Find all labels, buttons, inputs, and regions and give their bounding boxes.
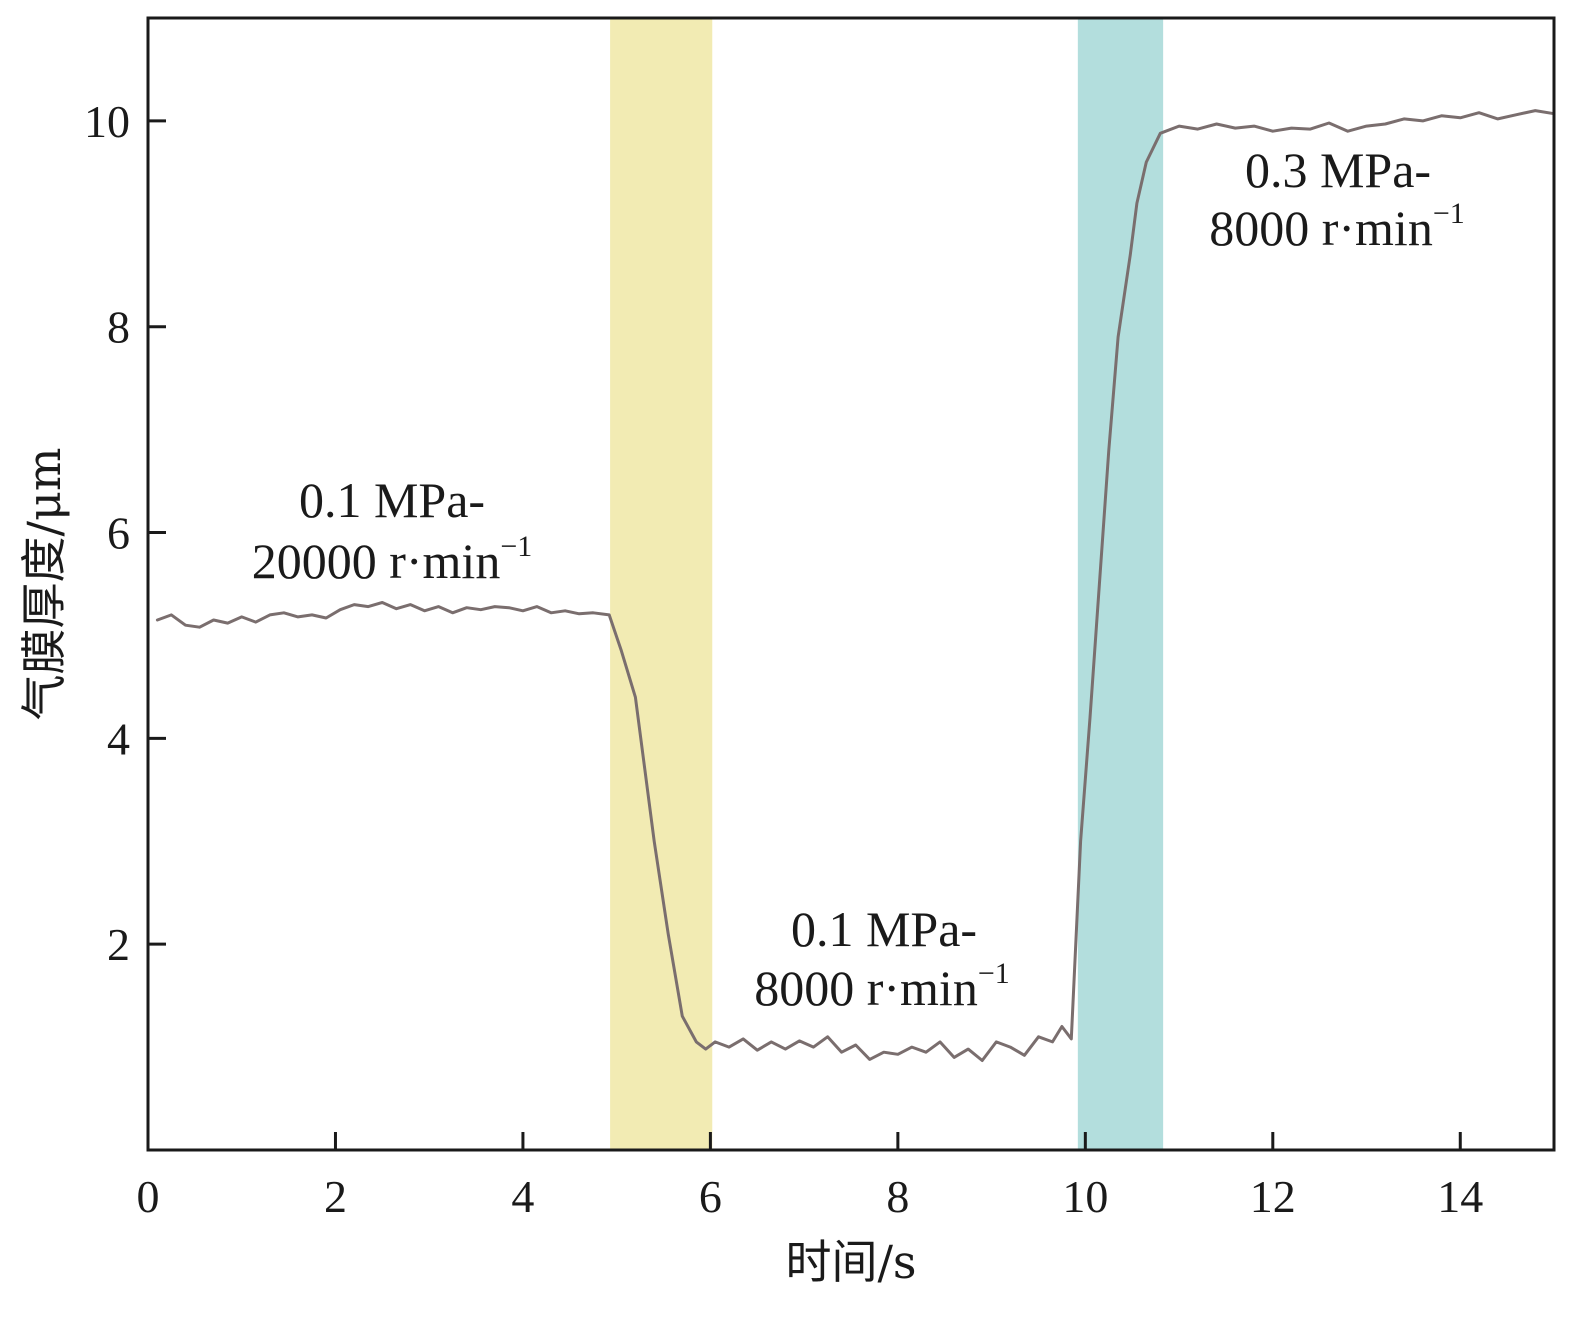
plot-frame	[146, 16, 1556, 1152]
annotation-2-line2-main: 8000 r·min	[754, 960, 978, 1016]
y-tick-label: 10	[84, 96, 130, 147]
annotation-1-line1: 0.1 MPa-	[299, 472, 485, 528]
x-tick-label: 10	[1062, 1171, 1108, 1222]
x-tick-label: 6	[699, 1171, 722, 1222]
y-axis: 2 4 6 8 10	[84, 96, 166, 970]
annotation-1: 0.1 MPa- 20000 r·min−1	[252, 472, 533, 589]
annotation-2-line2-sup: −1	[978, 957, 1010, 990]
annotation-3-line2-sup: −1	[1433, 197, 1465, 230]
y-tick-label: 8	[107, 302, 130, 353]
band-transition-1	[610, 18, 713, 1150]
y-axis-title: 气膜厚度/μm	[17, 447, 71, 720]
annotation-1-line2-sup: −1	[500, 530, 532, 563]
annotation-3: 0.3 MPa- 8000 r·min−1	[1209, 142, 1465, 256]
annotation-1-line2-main: 20000 r·min	[252, 533, 501, 589]
annotation-1-line2: 20000 r·min−1	[252, 530, 533, 589]
x-tick-label: 8	[886, 1171, 909, 1222]
annotation-3-line1: 0.3 MPa-	[1245, 142, 1431, 198]
y-tick-label: 6	[107, 508, 130, 559]
x-tick-label: 2	[324, 1171, 347, 1222]
x-tick-label: 14	[1437, 1171, 1483, 1222]
y-tick-label: 4	[107, 713, 130, 764]
x-tick-label: 0	[137, 1171, 160, 1222]
x-axis-title: 时间/s	[785, 1235, 916, 1289]
x-tick-label: 12	[1250, 1171, 1296, 1222]
annotation-3-line2-main: 8000 r·min	[1209, 200, 1433, 256]
highlight-bands	[610, 18, 1164, 1150]
series-line-0	[155, 109, 1556, 1062]
annotation-2: 0.1 MPa- 8000 r·min−1	[754, 901, 1010, 1016]
band-transition-2	[1077, 18, 1164, 1150]
annotation-2-line1: 0.1 MPa-	[791, 901, 977, 957]
y-tick-label: 2	[107, 919, 130, 970]
x-tick-label: 4	[511, 1171, 534, 1222]
annotation-2-line2: 8000 r·min−1	[754, 957, 1010, 1016]
series-group	[155, 109, 1556, 1062]
annotation-3-line2: 8000 r·min−1	[1209, 197, 1465, 256]
x-axis: 0 2 4 6 8 10 12 14	[137, 1132, 1483, 1222]
